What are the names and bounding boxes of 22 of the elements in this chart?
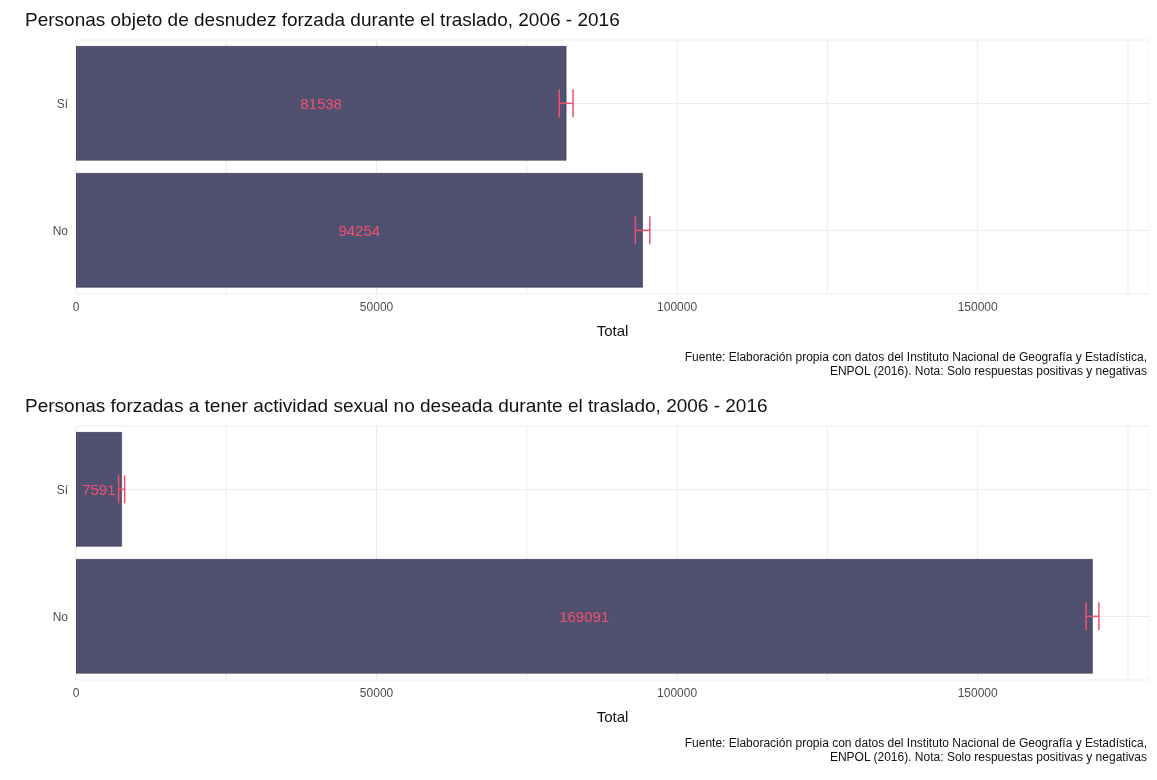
x-tick-label: 50000 <box>359 299 394 314</box>
x-tick-label: 0 <box>72 299 80 314</box>
y-tick-label: Sí <box>56 482 69 497</box>
y-tick-label: Sí <box>56 96 69 111</box>
x-tick-label: 150000 <box>957 685 999 700</box>
x-tick-label: 100000 <box>657 299 698 314</box>
data-label: 7591 <box>82 480 116 498</box>
source-note: Fuente: Elaboración propia con datos del Instituto Nacional de Geografía y Estadística, ENPOL (2016). Nota: Solo respuestas positivas y negativas <box>683 350 1148 378</box>
data-label: 81538 <box>300 94 342 112</box>
x-tick-label: 0 <box>72 685 80 700</box>
x-tick-label: 150000 <box>957 299 999 314</box>
source-note: Fuente: Elaboración propia con datos del Instituto Nacional de Geografía y Estadística, ENPOL (2016). Nota: Solo respuestas positivas y negativas <box>683 736 1148 764</box>
x-tick-label: 50000 <box>359 685 394 700</box>
y-tick-label: No <box>52 609 69 624</box>
chart-title: Personas objeto de desnudez forzada durante el traslado, 2006 - 2016 <box>24 8 621 32</box>
chart-title: Personas forzadas a tener actividad sexual no deseada durante el traslado, 2006 - 2016 <box>24 394 769 418</box>
data-label: 94254 <box>338 221 381 239</box>
x-axis-title: Total <box>596 708 629 725</box>
y-tick-label: No <box>52 223 69 238</box>
data-label: 169091 <box>559 607 610 625</box>
x-axis-title: Total <box>596 322 629 339</box>
x-tick-label: 100000 <box>657 685 698 700</box>
